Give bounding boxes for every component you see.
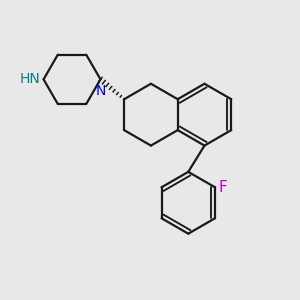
Text: HN: HN xyxy=(19,72,40,86)
Text: F: F xyxy=(219,180,228,195)
Text: N: N xyxy=(96,84,106,98)
